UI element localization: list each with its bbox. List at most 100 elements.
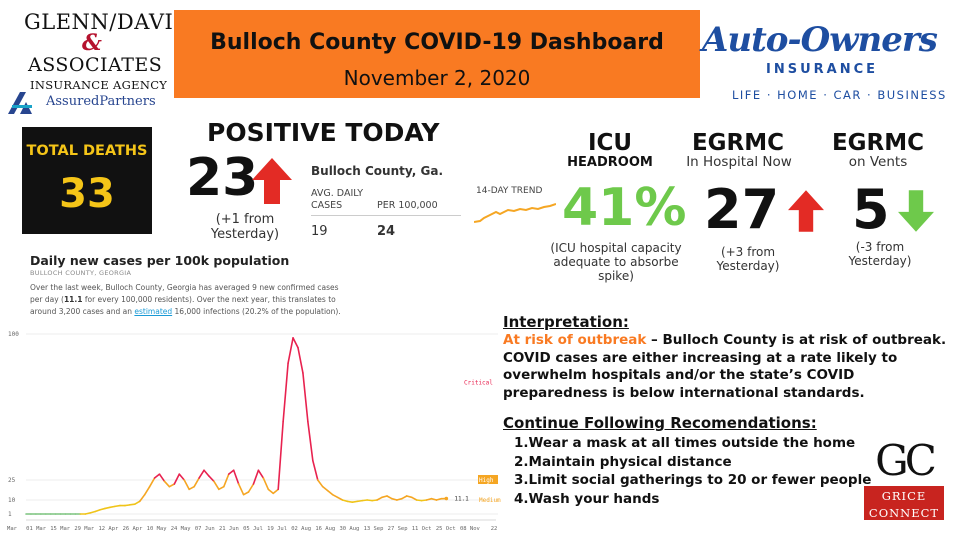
total-deaths-label: TOTAL DEATHS: [26, 143, 148, 159]
grice-band: GRICE CONNECT: [864, 486, 944, 520]
arrow-down-icon: [898, 190, 934, 232]
grice-line-1: GRICE: [881, 489, 927, 503]
arrow-up-icon: [252, 158, 292, 204]
threshold-badge: [478, 475, 498, 484]
series-segment: [361, 499, 369, 502]
series-segment: [188, 485, 195, 491]
hospital-value: 27: [704, 178, 780, 241]
series-segment: [129, 503, 136, 506]
last-point: [444, 496, 449, 501]
interpretation-text: – Bulloch County is at risk of outbreak.…: [503, 332, 947, 401]
x-tick-label: 08 Nov: [460, 526, 481, 532]
series-segment: [114, 504, 121, 508]
logo-ampersand: &: [82, 30, 102, 56]
vents-subtitle: on Vents: [848, 154, 908, 170]
series-segment: [84, 512, 92, 515]
series-segment: [282, 362, 289, 423]
icu-subtitle: HEADROOM: [567, 155, 653, 170]
chart-desc-part-3: 16,000 infections (20.2% of the populati…: [172, 307, 341, 316]
y-tick-label: 10: [8, 497, 16, 504]
x-tick-label: 07 Jun: [195, 526, 215, 532]
series-segment: [104, 506, 111, 510]
series-segment: [242, 491, 250, 496]
grice-connect-logo: GC GRICE CONNECT: [862, 436, 946, 522]
series-segment: [178, 473, 186, 481]
series-segment: [252, 469, 260, 485]
series-segment: [410, 496, 418, 501]
series-segment: [163, 480, 171, 488]
series-segment: [415, 499, 423, 502]
series-segment: [109, 505, 116, 509]
series-segment: [316, 479, 324, 488]
x-tick-label: 16 Aug: [315, 526, 335, 532]
x-tick-label: 05 Jul: [243, 526, 263, 532]
x-tick-label: 27 Sep: [388, 526, 408, 532]
series-segment: [218, 485, 225, 491]
series-segment: [381, 495, 388, 499]
per-100k-value: 24: [377, 224, 396, 239]
chart-desc-part-1: Over the last week, Bulloch County, Geor…: [30, 283, 339, 304]
y-tick-label: 100: [8, 331, 19, 338]
series-segment: [396, 497, 403, 501]
series-segment: [326, 489, 334, 496]
series-segment: [183, 479, 190, 491]
threshold-label: High: [479, 477, 494, 484]
series-segment: [198, 469, 205, 479]
series-segment: [193, 477, 200, 488]
icu-title: ICU: [587, 130, 633, 156]
y-tick-label: 25: [8, 477, 16, 484]
x-tick-label: 02 Aug: [291, 526, 311, 532]
county-name: Bulloch County, Ga.: [311, 164, 443, 178]
x-tick-label: 19 Jul: [267, 526, 287, 532]
series-segment: [223, 473, 230, 488]
trend-sparkline: [474, 203, 556, 223]
series-segment: [213, 480, 220, 491]
vents-change: (-3 from Yesterday): [848, 240, 912, 268]
series-segment: [143, 485, 151, 496]
series-segment: [292, 337, 299, 349]
series-segment: [99, 507, 106, 511]
total-deaths-card: TOTAL DEATHS 33: [22, 127, 152, 234]
dashboard-title: Bulloch County COVID-19 Dashboard: [210, 30, 664, 55]
estimated-link[interactable]: estimated: [134, 307, 173, 316]
stat-divider: [311, 215, 461, 216]
series-segment: [366, 499, 373, 502]
series-segment: [386, 495, 393, 500]
x-tick-label: 13 Sep: [364, 526, 384, 532]
hospital-change: (+3 from Yesterday): [716, 245, 780, 273]
series-segment: [435, 497, 443, 501]
recommendation-item: 4.Wash your hands: [514, 490, 660, 507]
icu-value: 41%: [562, 178, 687, 238]
chart-desc-bold: 11.1: [63, 295, 83, 304]
series-segment: [257, 469, 265, 479]
y-tick-label: 1: [8, 511, 12, 518]
series-segment: [237, 483, 245, 496]
x-tick-label: 29 Mar: [74, 526, 95, 532]
series-segment: [208, 475, 215, 483]
series-segment: [321, 485, 329, 492]
series-segment: [153, 473, 161, 479]
x-tick-label: Mar: [7, 526, 18, 532]
series-segment: [267, 488, 275, 495]
series-segment: [420, 499, 428, 502]
auto-owners-insurance: INSURANCE: [766, 62, 879, 77]
recommendations-heading: Continue Following Recomendations:: [503, 414, 817, 432]
series-segment: [148, 477, 156, 488]
series-segment: [133, 500, 141, 506]
threshold-label: Medium: [479, 497, 501, 504]
positive-today-value: 23: [186, 148, 259, 208]
series-segment: [94, 508, 101, 513]
series-segment: [138, 493, 146, 503]
series-segment: [158, 473, 166, 483]
grice-initials: GC: [875, 436, 937, 485]
logo-line-3: INSURANCE AGENCY: [30, 78, 168, 92]
chart-description: Over the last week, Bulloch County, Geor…: [30, 282, 350, 318]
series-segment: [168, 483, 176, 488]
series-segment: [371, 499, 378, 502]
x-tick-label: 10 May: [147, 526, 168, 532]
positive-today-change: (+1 from Yesterday): [210, 212, 280, 242]
x-tick-label: 25 Oct: [436, 526, 456, 532]
series-segment: [297, 346, 304, 374]
series-segment: [336, 496, 344, 501]
